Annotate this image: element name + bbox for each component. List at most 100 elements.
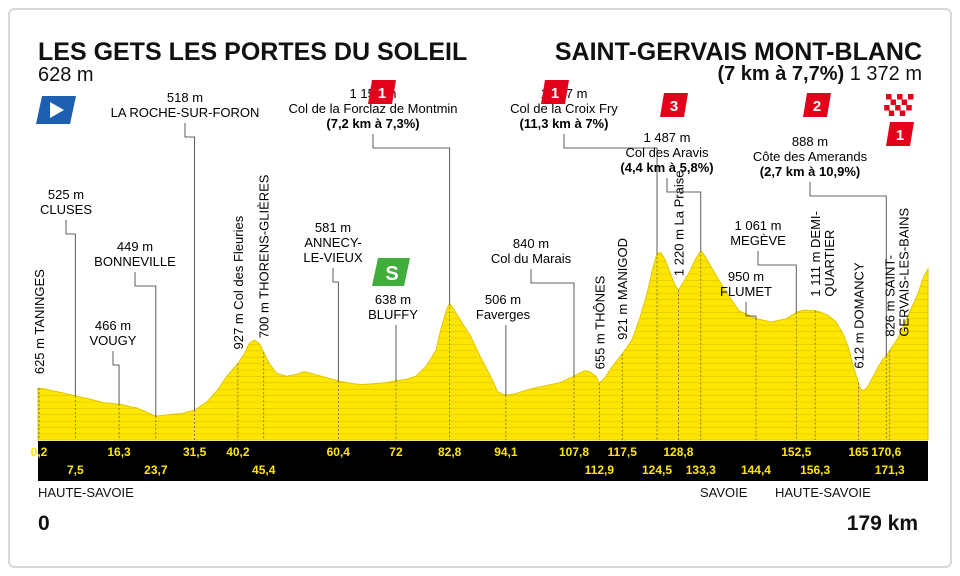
leader-line bbox=[563, 134, 658, 254]
place-label-text: 638 m bbox=[375, 292, 411, 307]
tick-label: 60,4 bbox=[327, 445, 351, 459]
tick-label: 7,5 bbox=[67, 463, 84, 477]
finish-flag-cell bbox=[885, 99, 891, 105]
leader-line bbox=[809, 182, 887, 357]
tick-label: 107,8 bbox=[559, 445, 589, 459]
place-label-vertical: 700 m THORENS-GLIÈRES bbox=[257, 174, 272, 338]
tick-label: 40,2 bbox=[226, 445, 250, 459]
start-flag-arrow bbox=[50, 102, 64, 118]
climb-category-badge bbox=[541, 80, 569, 104]
place-label-text: 466 m bbox=[95, 318, 131, 333]
place-label-text: Col du Marais bbox=[491, 251, 572, 266]
finish-flag-cell bbox=[896, 99, 902, 105]
place-label-text: 1 061 m bbox=[735, 218, 782, 233]
sprint-label: S bbox=[385, 263, 398, 285]
place-label-text: 506 m bbox=[485, 292, 521, 307]
distance-band bbox=[38, 441, 928, 481]
climb-category-label: 1 bbox=[896, 127, 904, 144]
sprint-badge bbox=[372, 258, 410, 286]
tick-label: 117,5 bbox=[608, 445, 638, 459]
tick-label: 112,9 bbox=[585, 463, 615, 477]
finish-flag-cell bbox=[883, 110, 889, 116]
place-label-text: 525 m bbox=[48, 187, 84, 202]
place-label-text: 581 m bbox=[315, 220, 351, 235]
finish-flag-cell bbox=[899, 110, 906, 116]
place-label-text: 449 m bbox=[117, 239, 153, 254]
finish-flag-cell bbox=[908, 94, 914, 100]
finish-flag-cell bbox=[891, 94, 897, 100]
finish-flag-cell bbox=[889, 105, 896, 111]
climb-category-badge bbox=[886, 122, 914, 146]
leader-line bbox=[332, 268, 339, 381]
tick-label: 133,3 bbox=[686, 463, 716, 477]
leader-line bbox=[65, 220, 76, 396]
place-label-text: Col de la Forclaz de Montmin bbox=[288, 101, 457, 116]
place-label-text: 625 m TANINGES bbox=[32, 269, 47, 374]
place-label-text: 921 m MANIGOD bbox=[615, 238, 630, 340]
place-label-text: 655 m THÔNES bbox=[592, 275, 607, 369]
place-label-text: BLUFFY bbox=[368, 307, 418, 322]
finish-info: (7 km à 7,7%) 1 372 m bbox=[717, 63, 922, 85]
climb-category-badge bbox=[660, 93, 688, 117]
tick-label: 94,1 bbox=[494, 445, 518, 459]
region-label: SAVOIE bbox=[700, 485, 748, 500]
place-label-text: (4,4 km à 5,8%) bbox=[620, 160, 713, 175]
place-label-text: 1 111 m DEMI- bbox=[808, 211, 823, 296]
leader-line bbox=[666, 178, 702, 251]
tick-label: 23,7 bbox=[144, 463, 168, 477]
place-label-text: (7,2 km à 7,3%) bbox=[326, 116, 419, 131]
distance-end: 179 km bbox=[846, 512, 918, 535]
tick-label: 124,5 bbox=[642, 463, 672, 477]
place-label-text: Col des Aravis bbox=[625, 145, 709, 160]
leader-line bbox=[184, 123, 196, 411]
place-label-text: 840 m bbox=[513, 236, 549, 251]
place-label-text: Côte des Amerands bbox=[753, 149, 868, 164]
tick-label: 16,3 bbox=[107, 445, 131, 459]
place-label-text: QUARTIER bbox=[822, 230, 837, 297]
tick-label: 82,8 bbox=[438, 445, 462, 459]
place-label-text: 950 m bbox=[728, 269, 764, 284]
finish-flag-cell bbox=[905, 110, 911, 116]
place-label-text: 826 m SAINT- bbox=[883, 255, 898, 337]
finish-flag-cell bbox=[906, 105, 912, 111]
climb-category-badge bbox=[803, 93, 831, 117]
finish-flag-cell bbox=[902, 94, 908, 100]
tick-label: 152,5 bbox=[781, 445, 811, 459]
place-label-text: ANNECY- bbox=[304, 235, 361, 250]
finish-altitude: 1 372 m bbox=[849, 63, 922, 85]
finish-flag-cell bbox=[894, 110, 900, 116]
place-label-text: 700 m THORENS-GLIÈRES bbox=[257, 174, 272, 338]
place-label-vertical: 921 m MANIGOD bbox=[615, 238, 630, 340]
place-label-text: VOUGY bbox=[90, 333, 137, 348]
leader-line bbox=[134, 272, 157, 417]
leader-line bbox=[372, 134, 451, 304]
tick-label: 170,6 bbox=[871, 445, 901, 459]
leader-line bbox=[112, 351, 120, 405]
place-label-text: 518 m bbox=[167, 90, 203, 105]
place-label-vertical: 826 m SAINT- GERVAIS-LES-BAINS bbox=[883, 208, 912, 337]
climb-category-label: 3 bbox=[670, 98, 678, 115]
place-label-vertical: 1 111 m DEMI- QUARTIER bbox=[808, 211, 837, 296]
leader-line bbox=[757, 251, 797, 313]
place-label-text: 612 m DOMANCY bbox=[851, 262, 866, 369]
place-label-text: 927 m Col des Fleuries bbox=[231, 215, 246, 349]
climb-category-label: 1 bbox=[551, 85, 559, 102]
chart-frame bbox=[8, 8, 952, 568]
start-name: LES GETS LES PORTES DU SOLEIL bbox=[38, 38, 468, 66]
tick-label: 171,3 bbox=[875, 463, 905, 477]
place-label-text: (2,7 km à 10,9%) bbox=[760, 164, 860, 179]
region-label: HAUTE-SAVOIE bbox=[38, 485, 134, 500]
finish-name: SAINT-GERVAIS MONT-BLANC bbox=[554, 38, 922, 66]
place-label-vertical: 1 220 m La Praise bbox=[671, 171, 686, 277]
place-label-text: 1 487 m bbox=[644, 130, 691, 145]
climb-category-label: 2 bbox=[813, 98, 821, 115]
leader-line bbox=[530, 269, 575, 377]
climb-category-label: 1 bbox=[378, 85, 386, 102]
tick-label: 31,5 bbox=[183, 445, 207, 459]
place-label-vertical: 625 m TANINGES bbox=[32, 269, 47, 374]
place-label-text: 888 m bbox=[792, 134, 828, 149]
finish-flag-cell bbox=[888, 110, 895, 116]
place-label-vertical: 612 m DOMANCY bbox=[851, 262, 866, 369]
climb-category-badge bbox=[368, 80, 396, 104]
